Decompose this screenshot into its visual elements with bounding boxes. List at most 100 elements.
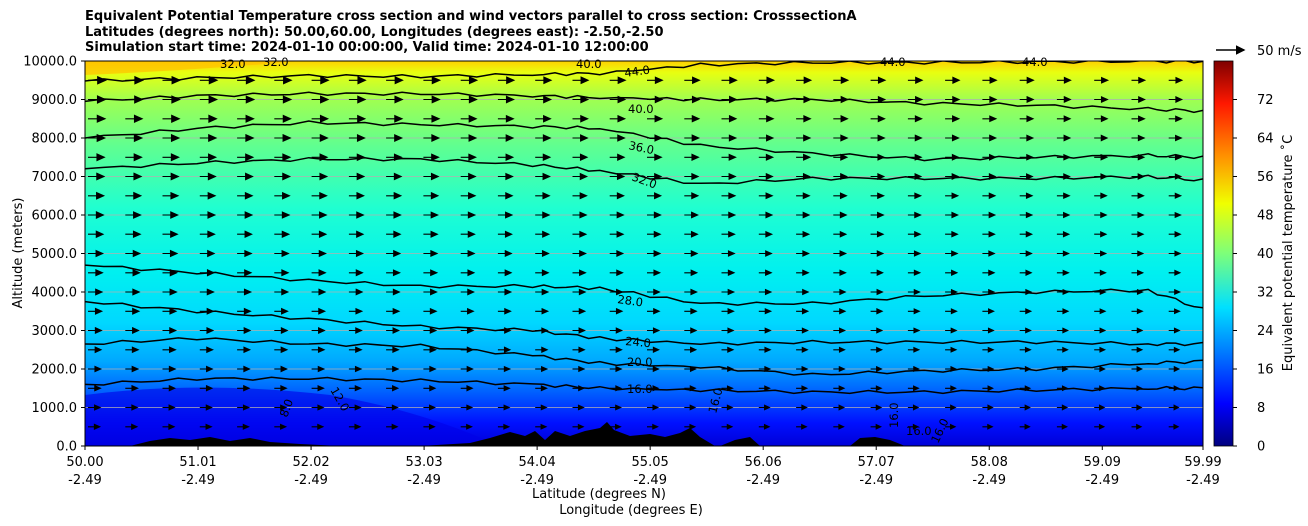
title-line-2: Latitudes (degrees north): 50.00,60.00, … <box>85 24 664 40</box>
wind-vector <box>497 230 513 238</box>
wind-vector <box>758 95 775 104</box>
wind-vector <box>1019 230 1034 238</box>
wind-vector <box>870 423 882 430</box>
wind-vector <box>237 327 252 334</box>
wind-vector <box>833 250 848 257</box>
x-tick-label-lon: -2.49 <box>1085 473 1119 488</box>
wind-vector <box>274 249 290 258</box>
wind-vector <box>758 269 773 277</box>
wind-vector <box>907 173 923 180</box>
wind-vector <box>1094 308 1107 315</box>
wind-vector <box>833 385 846 392</box>
wind-vector <box>311 211 328 219</box>
wind-vector <box>1094 134 1109 142</box>
wind-vector <box>721 95 738 104</box>
wind-vector <box>1168 173 1183 180</box>
wind-vector <box>758 346 772 353</box>
wind-vector <box>870 153 886 161</box>
contour-label: 40.0 <box>628 102 654 116</box>
wind-vector <box>721 114 738 123</box>
wind-vector <box>1131 288 1144 296</box>
wind-vector <box>796 250 810 257</box>
wind-vector <box>348 307 364 315</box>
wind-vector <box>684 250 699 257</box>
wind-vector <box>1019 327 1032 334</box>
wind-vector <box>125 95 144 104</box>
x-axis-label-latitude: Latitude (degrees N) <box>532 487 666 502</box>
wind-vector <box>535 192 551 200</box>
wind-vector <box>572 134 589 142</box>
wind-vector <box>982 423 994 430</box>
wind-vector <box>237 153 255 162</box>
wind-vector <box>1056 211 1071 219</box>
wind-vector <box>1056 250 1070 257</box>
wind-vector <box>199 288 215 296</box>
wind-vector <box>833 365 846 373</box>
wind-vector <box>945 327 958 334</box>
wind-vector <box>572 153 589 162</box>
wind-vector <box>870 173 886 180</box>
wind-vector <box>311 288 327 296</box>
wind-vector <box>647 404 660 411</box>
wind-vector <box>311 95 330 104</box>
wind-vector <box>1056 269 1070 276</box>
wind-vector <box>870 95 887 104</box>
wind-vector <box>237 95 256 104</box>
wind-vector <box>311 365 326 373</box>
y-axis-label: Altitude (meters) <box>11 198 26 309</box>
wind-vector <box>1056 95 1072 104</box>
contour-label: 40.0 <box>576 57 602 71</box>
wind-vector <box>423 211 439 219</box>
x-tick-label-lat: 59.09 <box>1084 455 1121 470</box>
wind-vector <box>907 269 922 276</box>
wind-vector <box>945 308 958 315</box>
wind-vector <box>535 365 549 373</box>
wind-vector <box>945 95 961 104</box>
wind-vector <box>870 404 883 411</box>
wind-vector <box>88 133 107 143</box>
wind-vector <box>423 385 437 392</box>
wind-vector <box>1168 423 1180 430</box>
wind-vector <box>199 95 219 104</box>
wind-vector <box>721 153 737 161</box>
wind-key-label: 50 m/s <box>1257 44 1302 59</box>
wind-vector <box>982 230 996 238</box>
wind-vector <box>647 365 660 373</box>
wind-vector <box>907 230 922 238</box>
wind-vector <box>1131 308 1144 315</box>
wind-vector <box>237 211 254 219</box>
wind-vector <box>311 385 325 392</box>
wind-vector <box>423 269 439 277</box>
wind-vector <box>647 327 661 334</box>
wind-vector <box>460 211 477 219</box>
wind-vector <box>274 76 293 85</box>
wind-vector <box>982 134 998 142</box>
wind-vector <box>1056 231 1071 238</box>
wind-vector <box>982 327 995 334</box>
x-axis-ticks: 50.00 -2.49 51.01 -2.49 52.02 -2.49 53.03 -2.49… <box>66 446 1222 488</box>
wind-vector <box>1019 308 1033 315</box>
wind-vector <box>796 365 809 373</box>
wind-vector <box>982 346 995 353</box>
wind-vector <box>162 327 178 334</box>
wind-vector <box>758 327 772 334</box>
wind-vector <box>684 385 697 392</box>
y-tick-label: 1000.0 <box>32 401 78 416</box>
contour-label: 16.0 <box>887 402 901 428</box>
wind-vector <box>237 269 253 277</box>
wind-vector <box>907 250 922 257</box>
x-axis-label-longitude: Longitude (degrees E) <box>559 503 703 518</box>
wind-vector <box>460 153 477 162</box>
wind-vector <box>497 269 513 277</box>
wind-vector <box>907 308 921 315</box>
wind-vector <box>199 404 213 411</box>
wind-vector <box>274 133 292 143</box>
contour-line-24 <box>85 300 1203 347</box>
wind-vector <box>907 346 921 353</box>
wind-vector <box>423 95 441 104</box>
wind-vector <box>423 327 438 334</box>
wind-vector <box>274 211 291 219</box>
wind-vector <box>1094 269 1107 276</box>
wind-vector <box>535 95 553 104</box>
wind-vector <box>199 307 215 315</box>
